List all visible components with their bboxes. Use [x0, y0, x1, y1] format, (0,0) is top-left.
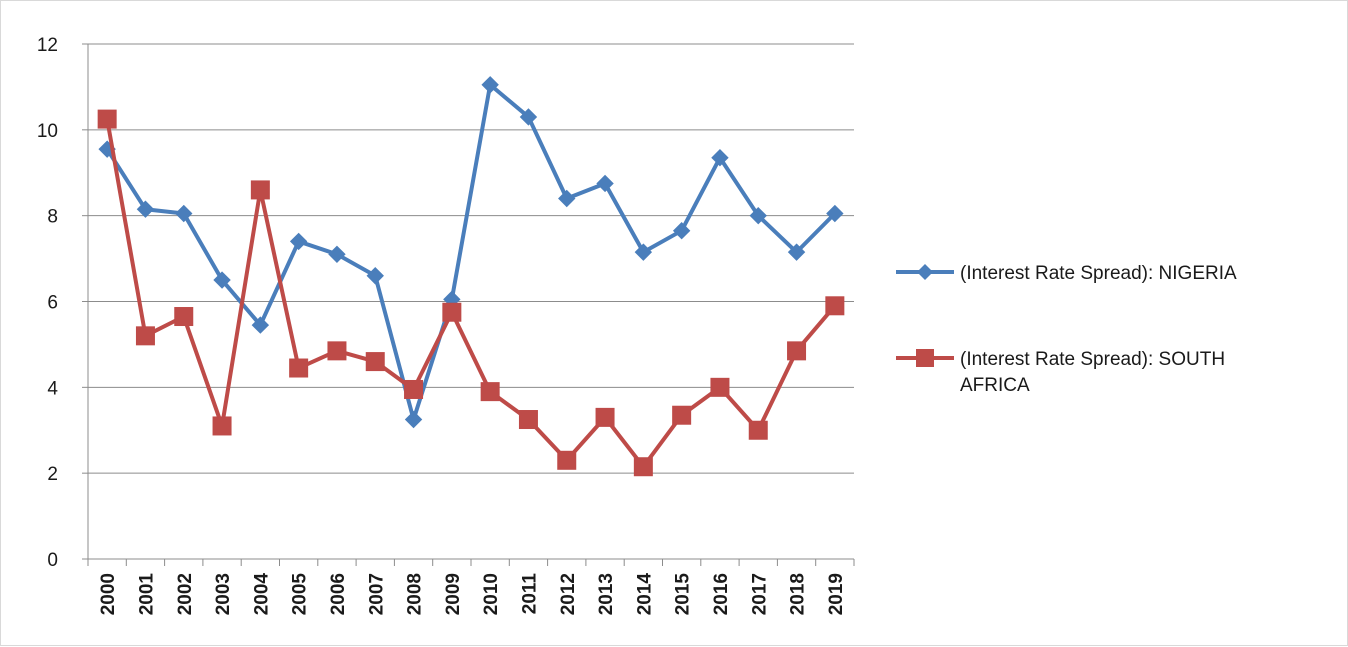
x-tick-label: 2014 — [634, 573, 655, 616]
legend-marker-diamond — [917, 264, 933, 280]
data-point-square — [595, 407, 615, 427]
data-point-square — [710, 377, 730, 397]
y-tick-labels: 0 2 4 6 8 10 12 — [37, 35, 59, 571]
x-tick-label: 2005 — [290, 573, 311, 616]
data-point-square — [97, 109, 117, 129]
legend-item-2: (Interest Rate Spread): SOUTH AFRICA — [896, 349, 1225, 396]
x-tick-label: 2012 — [558, 573, 579, 615]
data-point-diamond — [634, 243, 653, 261]
data-point-diamond — [711, 149, 729, 167]
series-2 — [97, 109, 845, 477]
data-point-square — [442, 302, 462, 322]
series-line — [105, 118, 837, 469]
x-tick-label: 2018 — [788, 573, 809, 615]
data-point-diamond — [175, 204, 193, 223]
data-point-square — [633, 457, 653, 477]
legend-marker-square — [916, 349, 934, 367]
series — [97, 76, 845, 477]
data-point-diamond — [558, 189, 576, 208]
x-tick-label: 2009 — [443, 573, 464, 615]
data-point-diamond — [328, 245, 346, 263]
data-point-diamond — [596, 174, 614, 193]
data-point-square — [557, 450, 577, 470]
data-point-diamond — [289, 232, 308, 251]
y-tick-label: 6 — [47, 293, 58, 314]
legend-item-1: (Interest Rate Spread): NIGERIA — [896, 263, 1237, 284]
gridlines — [88, 43, 854, 474]
x-tick-label: 2000 — [98, 573, 119, 615]
y-tick-label: 8 — [47, 207, 58, 228]
data-point-diamond — [136, 200, 155, 218]
data-point-diamond — [366, 267, 384, 285]
legend-label: (Interest Rate Spread): SOUTH — [960, 349, 1225, 370]
data-point-square — [250, 180, 270, 200]
x-tick-label: 2013 — [596, 573, 617, 615]
data-point-square — [480, 382, 500, 402]
x-tick-label: 2007 — [366, 573, 387, 615]
data-point-diamond — [519, 108, 538, 126]
y-tick-label: 2 — [47, 464, 58, 485]
data-point-square — [135, 326, 155, 346]
y-tick-label: 4 — [47, 378, 58, 399]
data-point-diamond — [251, 316, 270, 334]
data-point-square — [365, 352, 385, 372]
data-point-diamond — [749, 206, 767, 225]
data-point-diamond — [787, 243, 806, 261]
x-tick-label: 2010 — [481, 573, 502, 615]
data-point-square — [327, 341, 347, 361]
data-point-diamond — [213, 271, 231, 289]
x-tick-label: 2004 — [251, 573, 272, 616]
data-point-square — [672, 405, 692, 425]
data-point-diamond — [672, 221, 691, 240]
data-point-square — [404, 379, 424, 399]
data-point-square — [289, 358, 309, 378]
data-point-square — [825, 296, 845, 316]
axes — [82, 43, 855, 566]
x-tick-label: 2011 — [519, 573, 540, 615]
series-line — [105, 82, 837, 422]
x-tick-labels: 2000 2001 2002 2003 2004 2005 2006 2007 2008 2009… — [98, 573, 847, 616]
data-point-diamond — [826, 204, 844, 223]
legend-label: AFRICA — [960, 375, 1030, 396]
legend: (Interest Rate Spread): NIGERIA (Interest… — [896, 263, 1237, 396]
x-tick-label: 2001 — [136, 573, 157, 616]
y-tick-label: 0 — [47, 550, 58, 571]
x-tick-label: 2003 — [213, 573, 234, 615]
x-tick-label: 2015 — [673, 573, 694, 616]
x-tick-label: 2019 — [826, 573, 847, 615]
x-tick-label: 2008 — [405, 573, 426, 615]
data-point-diamond — [481, 76, 499, 94]
y-tick-label: 12 — [37, 35, 58, 56]
data-point-square — [518, 410, 538, 430]
x-tick-label: 2017 — [749, 573, 770, 615]
x-tick-label: 2002 — [175, 573, 196, 615]
data-point-square — [212, 416, 232, 436]
data-point-square — [787, 341, 807, 361]
y-tick-label: 10 — [37, 121, 58, 142]
data-point-square — [174, 307, 194, 327]
x-tick-label: 2006 — [328, 573, 349, 615]
data-point-square — [748, 420, 768, 440]
legend-label: (Interest Rate Spread): NIGERIA — [960, 263, 1237, 284]
data-point-diamond — [404, 410, 423, 429]
x-tick-label: 2016 — [711, 573, 732, 615]
